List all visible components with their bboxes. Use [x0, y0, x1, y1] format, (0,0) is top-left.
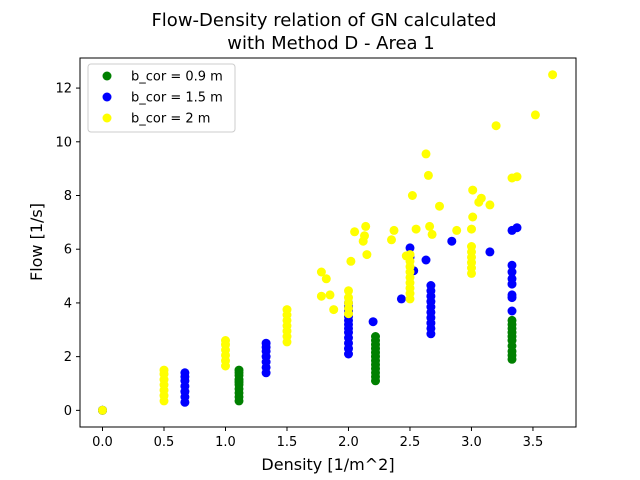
- legend-label-2: b_cor = 1.5 m: [131, 91, 223, 106]
- series-3-point-37: [362, 250, 372, 260]
- series-2-point-28: [368, 317, 378, 327]
- x-axis-ticks: 0.0 0.5 1.0 1.5 2.0 2.5 3.0 3.5: [92, 427, 543, 450]
- chart-title-line-2: with Method D - Area 1: [227, 33, 435, 54]
- series-1-point-33: [507, 315, 517, 325]
- series-3-point-70: [491, 121, 501, 131]
- series-3-point-65: [468, 212, 478, 222]
- data-points: [98, 70, 558, 415]
- y-tick-label-7: 12: [55, 82, 72, 97]
- series-2-point-44: [426, 281, 436, 290]
- series-3-point-22: [316, 291, 326, 301]
- y-tick-label-2: 2: [64, 350, 72, 365]
- series-2-point-51: [507, 267, 517, 277]
- series-3-point-51: [411, 224, 421, 234]
- series-2-point-8: [180, 368, 190, 378]
- legend-box: [87, 63, 236, 133]
- legend: b_cor = 0.9 m b_cor = 1.5 m b_cor = 2 m: [87, 63, 236, 133]
- series-3-point-8: [159, 365, 169, 375]
- series-3-point-25: [325, 290, 335, 300]
- series-3-point-63: [467, 242, 476, 251]
- series-3-point-66: [468, 185, 478, 195]
- y-axis-label: Flow [1/s]: [27, 203, 46, 281]
- series-3-point-32: [346, 256, 356, 266]
- series-3-point-33: [350, 227, 360, 237]
- series-3-point-74: [548, 70, 558, 80]
- series-3-point-73: [530, 110, 540, 120]
- series-3-point-24: [321, 274, 331, 284]
- series-3-point-26: [329, 305, 339, 315]
- x-tick-label-1: 0.0: [92, 435, 113, 450]
- series-3-point-35: [360, 231, 369, 241]
- y-tick-label-3: 4: [64, 296, 72, 311]
- legend-marker-3: [102, 113, 112, 123]
- series-2-point-15: [261, 338, 271, 348]
- series-1-point-11: [234, 365, 244, 375]
- legend-marker-1: [102, 71, 112, 81]
- x-tick-label-7: 3.0: [461, 435, 482, 450]
- series-3-point-69: [485, 200, 495, 210]
- series-3-point-39: [389, 225, 399, 235]
- x-axis-label: Density [1/m^2]: [261, 455, 394, 474]
- series-3-point-57: [452, 225, 462, 235]
- series-3-point-38: [387, 235, 396, 245]
- series-3-point-23: [316, 267, 326, 277]
- x-tick-label-4: 1.5: [277, 435, 298, 450]
- y-tick-label-5: 8: [64, 189, 72, 204]
- x-tick-label-6: 2.5: [400, 435, 421, 450]
- series-3-point-50: [407, 191, 417, 200]
- series-2-point-30: [405, 243, 415, 253]
- y-tick-label-4: 6: [64, 243, 72, 258]
- y-axis-ticks: 0 2 4 6 8 10 12: [55, 82, 80, 419]
- series-2-point-54: [512, 223, 522, 233]
- series-2-point-34: [447, 236, 457, 246]
- series-3-point-55: [427, 229, 437, 239]
- legend-label-1: b_cor = 0.9 m: [131, 70, 223, 85]
- chart-title: Flow-Density relation of GN calculated w…: [151, 10, 496, 54]
- series-1-point-23: [371, 332, 380, 341]
- legend-marker-2: [102, 92, 112, 102]
- x-tick-label-8: 3.5: [523, 435, 544, 450]
- series-3-point-72: [512, 172, 522, 182]
- series-2-point-50: [507, 274, 517, 284]
- plot-frame: [79, 57, 577, 428]
- series-3-point-68: [476, 193, 486, 203]
- y-tick-label-6: 10: [55, 135, 72, 150]
- series-3-point-54: [425, 221, 435, 231]
- chart-title-line-1: Flow-Density relation of GN calculated: [151, 10, 496, 31]
- series-2-point-48: [507, 290, 517, 300]
- series-3-point-53: [423, 170, 433, 180]
- x-tick-label-2: 0.5: [154, 435, 175, 450]
- series-3-point-48: [405, 256, 415, 266]
- series-3-point-64: [467, 224, 476, 234]
- series-3-point-56: [435, 201, 444, 211]
- x-tick-label-5: 2.0: [338, 435, 359, 450]
- series-2-point-29: [396, 294, 406, 304]
- legend-label-3: b_cor = 2 m: [131, 112, 210, 127]
- series-2-point-33: [421, 255, 431, 265]
- series-2-point-45: [485, 247, 495, 257]
- series-3-point-49: [405, 250, 415, 260]
- series-3-point-1: [98, 405, 107, 415]
- x-tick-label-3: 1.0: [215, 435, 236, 450]
- series-3-point-31: [344, 286, 353, 296]
- series-2-point-52: [507, 260, 517, 270]
- series-3-point-52: [421, 149, 431, 159]
- series-3-point-14: [221, 336, 230, 345]
- series-3-point-21: [282, 305, 292, 315]
- series-3-point-30: [344, 293, 353, 303]
- series-3-point-36: [361, 221, 371, 231]
- y-tick-label-1: 0: [64, 404, 72, 419]
- series-2-point-46: [507, 306, 517, 316]
